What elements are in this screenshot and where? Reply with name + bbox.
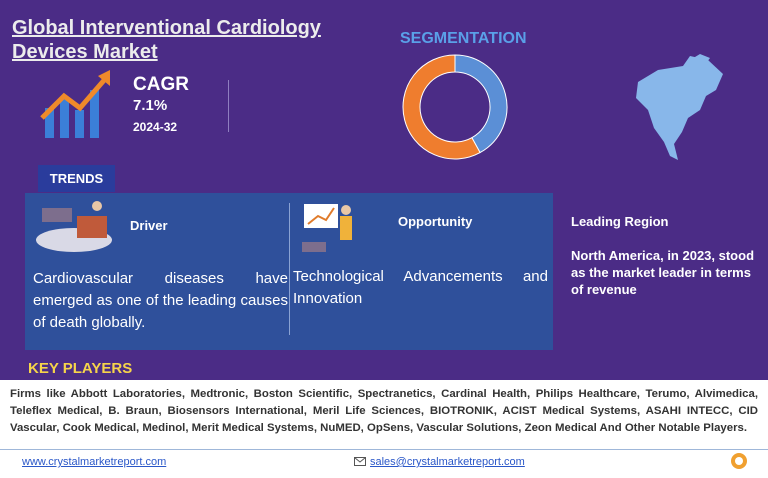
opportunity-text: Technological Advancements and Innovatio…	[293, 268, 548, 307]
opportunity-title: Opportunity	[398, 214, 473, 229]
divider	[289, 203, 290, 335]
cagr-period: 2024-32	[133, 120, 178, 134]
key-players-text: Firms like Abbott Laboratories, Medtroni…	[10, 388, 758, 434]
donut-chart	[402, 54, 508, 160]
segmentation-title: SEGMENTATION	[400, 30, 527, 47]
leading-region-text: North America, in 2023, stood as the mar…	[571, 248, 755, 297]
trends-tab: TRENDS	[38, 165, 115, 192]
map-icon	[636, 54, 723, 160]
logo	[731, 453, 747, 469]
footer-line	[0, 449, 768, 450]
title: Global Interventional Cardiology Devices…	[12, 17, 321, 63]
donut-segment	[454, 54, 508, 154]
opportunity-icon	[302, 204, 352, 252]
cagr-label: CAGR	[133, 74, 189, 95]
website-link[interactable]: www.crystalmarketreport.com	[22, 456, 167, 468]
divider	[228, 80, 229, 132]
cagr-value: 7.1%	[133, 97, 168, 114]
mail-icon	[354, 457, 366, 466]
driver-icon	[36, 201, 112, 252]
donut-segment	[402, 54, 481, 160]
email-link[interactable]: sales@crystalmarketreport.com	[370, 456, 525, 468]
key-players-title: KEY PLAYERS	[28, 360, 133, 377]
leading-region-title: Leading Region	[571, 214, 669, 229]
driver-text: Cardiovascular diseases have emerged as …	[33, 270, 288, 331]
growth-icon	[40, 70, 110, 138]
driver-title: Driver	[130, 218, 168, 233]
